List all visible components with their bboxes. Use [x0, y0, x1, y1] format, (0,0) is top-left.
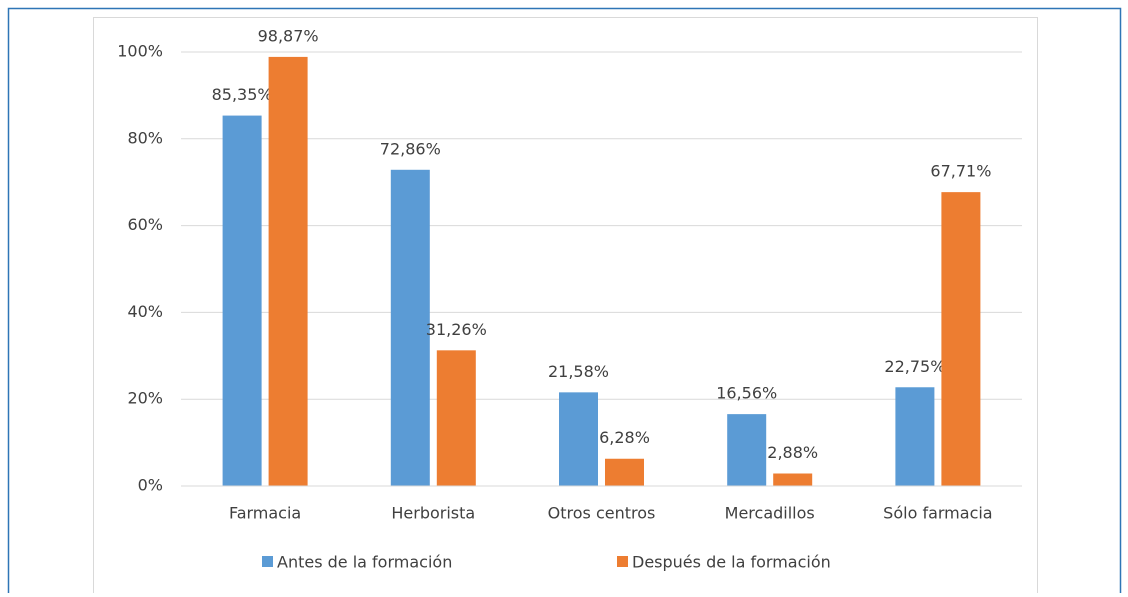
- data-label: 21,58%: [548, 362, 609, 381]
- y-tick-label: 60%: [127, 215, 163, 234]
- bar: [222, 115, 262, 487]
- data-label: 6,28%: [599, 428, 650, 447]
- x-tick-label: Sólo farmacia: [883, 504, 992, 523]
- y-tick-label: 20%: [127, 389, 163, 408]
- bar: [727, 414, 767, 486]
- x-tick-label: Mercadillos: [725, 504, 815, 523]
- legend-label: Antes de la formación: [277, 553, 452, 572]
- chart-area: [93, 17, 1038, 593]
- bar: [941, 192, 981, 486]
- data-label: 2,88%: [767, 443, 818, 462]
- legend-swatch: [617, 556, 628, 567]
- legend-label: Después de la formación: [632, 553, 831, 572]
- frame: [7, 7, 1122, 593]
- data-label: 31,26%: [426, 320, 487, 339]
- legend-swatch: [262, 556, 273, 567]
- bar: [268, 56, 308, 486]
- y-tick-label: 80%: [127, 128, 163, 147]
- data-label: 16,56%: [716, 384, 777, 403]
- data-label: 22,75%: [884, 357, 945, 376]
- x-tick-label: Herborista: [391, 504, 475, 523]
- bar: [390, 169, 430, 486]
- bar: [895, 387, 935, 486]
- bar: [773, 473, 813, 486]
- data-label: 98,87%: [258, 26, 319, 45]
- bar: [559, 392, 598, 486]
- x-tick-label: Farmacia: [229, 504, 301, 523]
- y-tick-label: 0%: [138, 476, 163, 495]
- y-tick-label: 40%: [127, 302, 163, 321]
- data-label: 67,71%: [930, 162, 991, 181]
- data-label: 85,35%: [212, 85, 273, 104]
- y-tick-label: 100%: [117, 42, 163, 61]
- bar: [436, 350, 476, 486]
- data-label: 72,86%: [380, 139, 441, 158]
- bar: [605, 458, 644, 486]
- x-tick-label: Otros centros: [548, 504, 656, 523]
